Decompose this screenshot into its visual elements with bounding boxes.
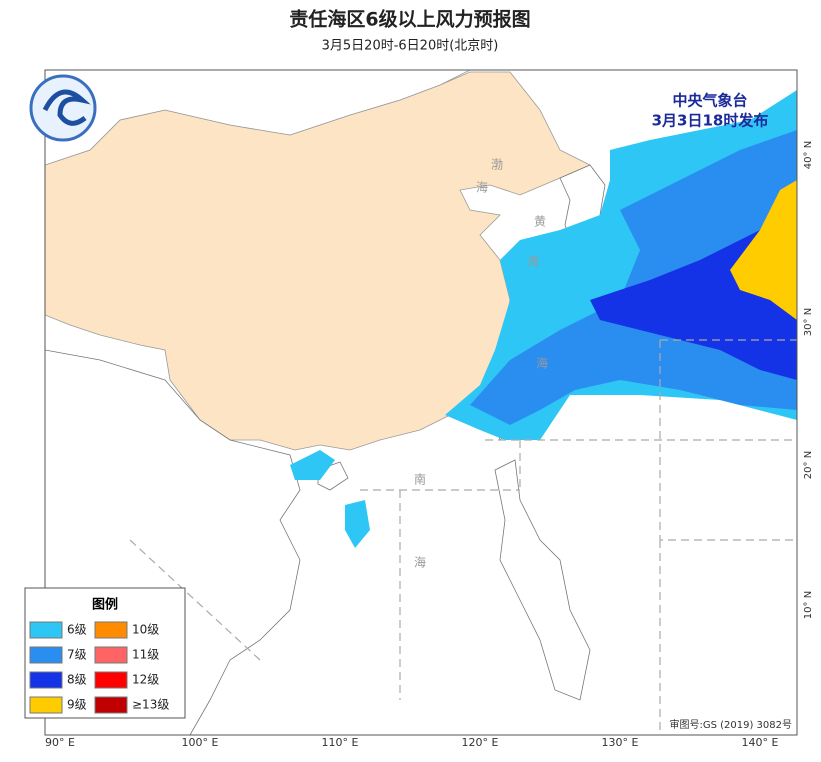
legend-label: 9级 [67,698,87,712]
legend-label: 12级 [132,673,159,687]
sea-label: 南 [414,472,426,487]
subtitle: 3月5日20时-6日20时(北京时) [322,39,499,54]
legend-label: 11级 [132,648,159,662]
legend-swatch [94,671,128,689]
sea-label: 海 [414,555,426,570]
mongolia-land [45,70,471,166]
legend-swatch [29,696,63,714]
longitude-labels: 90° E 100° E 110° E 120° E 130° E 140° E [45,736,778,749]
issuer-line: 中央气象台 [672,92,747,110]
longitude-label: 120° E [462,736,499,749]
legend-swatch [94,621,128,639]
latitude-label: 20° N [803,451,814,479]
review-number: 审图号:GS (2019) 3082号 [669,718,792,731]
latitude-label: 10° N [803,591,814,619]
legend-swatch [94,696,128,714]
wind-area-6-south [290,450,370,548]
sea-label: 黄 [534,215,546,229]
legend-label: 10级 [132,623,159,637]
sea-label: 渤 [491,158,503,172]
legend: 图例 6级 10级 7级 11级 8级 12级 9级 ≥13级 [24,587,186,719]
legend-swatch [29,646,63,664]
wind-area-9 [730,180,797,320]
latitude-label: 40° N [803,141,814,169]
legend-swatch [29,671,63,689]
issuer: 中央气象台 3月3日18时发布 [652,92,769,130]
issuer-line: 3月3日18时发布 [652,112,769,130]
longitude-label: 90° E [45,736,75,749]
latitude-label: 30° N [803,308,814,336]
longitude-label: 130° E [602,736,639,749]
map-frame [44,69,798,736]
philippines-land [494,459,591,701]
legend-label: 6级 [67,623,87,637]
longitude-label: 100° E [182,736,219,749]
sea-label: 海 [527,254,539,269]
legend-label: 8级 [67,673,87,687]
latitude-labels: 40° N 30° N 20° N 10° N [803,141,814,619]
legend-swatch [29,621,63,639]
longitude-label: 110° E [322,736,359,749]
sea-label: 海 [476,180,488,195]
cma-logo-mark [42,89,91,126]
title: 责任海区6级以上风力预报图 [289,8,530,31]
wind-areas [290,90,797,548]
sea-label: 海 [536,356,548,371]
legend-label: 7级 [67,648,87,662]
legend-swatch [94,646,128,664]
legend-title: 图例 [92,597,118,613]
sea-area-boundaries [129,339,797,735]
legend-label: ≥13级 [132,698,169,712]
longitude-label: 140° E [742,736,779,749]
wind-area-7 [470,130,797,425]
